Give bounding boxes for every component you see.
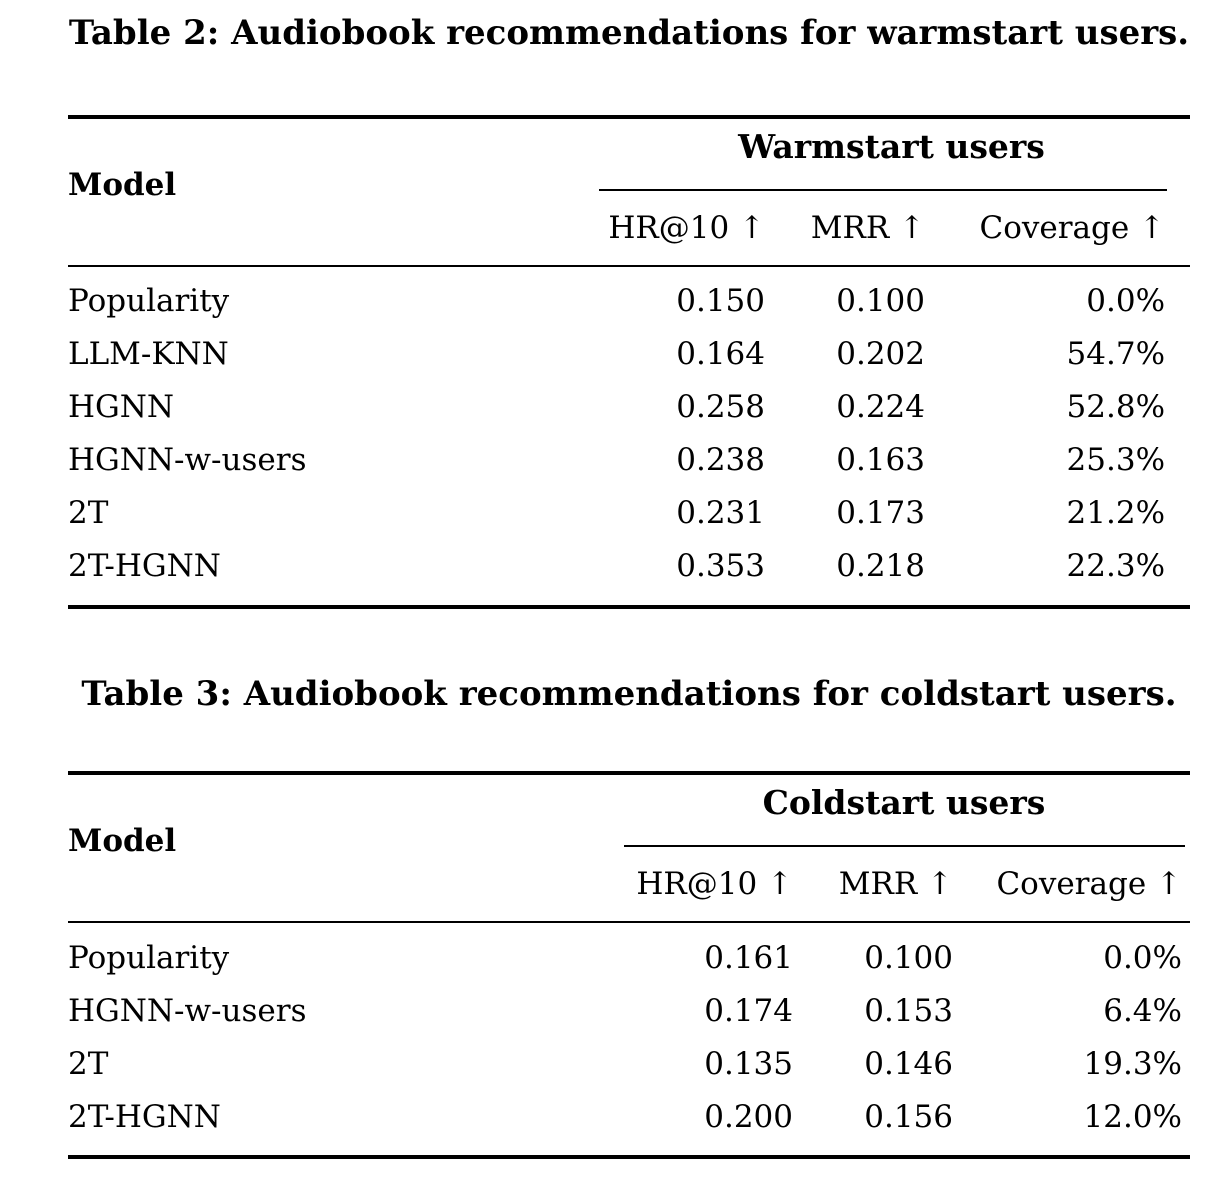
model-cell: 2T [68,1045,109,1082]
model-column-header: Model [68,823,177,859]
table-2-warmstart: Model Warmstart users HR@10 ↑ MRR ↑ Cove… [68,114,1191,609]
col-header-hr10: HR@10 ↑ [636,866,793,902]
coverage-cell: 0.0% [1103,939,1182,976]
table-row: HR@10 ↑ MRR ↑ Coverage ↑ [68,191,1191,266]
hr10-cell: 0.164 [676,336,765,372]
coverage-cell: 0.0% [1086,283,1166,319]
hr10-cell: 0.258 [676,389,765,425]
table-row: 2T-HGNN 0.353 0.218 22.3% [68,540,1190,607]
coverage-cell: 12.0% [1083,1098,1182,1135]
table-row: HGNN-w-users 0.238 0.163 25.3% [68,434,1190,487]
coverage-cell: 25.3% [1066,442,1166,478]
table-2-caption: Table 2: Audiobook recommendations for w… [68,13,1190,53]
table-3-caption: Table 3: Audiobook recommendations for c… [81,673,1177,714]
hr10-cell: 0.200 [704,1098,793,1135]
table-row: 2T-HGNN 0.200 0.156 12.0% [68,1090,1190,1157]
mrr-cell: 0.173 [836,495,925,531]
group-header-box: Coldstart users [618,775,1190,847]
coverage-cell: 19.3% [1083,1045,1182,1082]
coverage-cell: 21.2% [1066,495,1166,531]
model-cell: HGNN-w-users [68,992,307,1029]
model-cell: Popularity [68,939,230,976]
hr10-cell: 0.161 [704,939,793,976]
column-group-rule [624,845,1185,847]
col-header-mrr: MRR ↑ [838,866,953,902]
group-header-coldstart-users: Coldstart users [762,783,1046,822]
mrr-cell: 0.153 [864,992,953,1029]
model-cell: 2T-HGNN [68,548,221,584]
model-cell: Popularity [68,283,230,319]
model-cell: HGNN-w-users [68,442,307,478]
model-cell: LLM-KNN [68,336,229,372]
mrr-cell: 0.146 [864,1045,953,1082]
mrr-cell: 0.202 [836,336,925,372]
hr10-cell: 0.231 [676,495,765,531]
model-cell: 2T [68,495,109,531]
mrr-cell: 0.100 [864,939,953,976]
mrr-cell: 0.218 [836,548,925,584]
hr10-cell: 0.135 [704,1045,793,1082]
hr10-cell: 0.150 [676,283,765,319]
content-column: Table 2: Audiobook recommendations for w… [68,0,1191,1159]
table-row: HGNN 0.258 0.224 52.8% [68,381,1190,434]
mrr-cell: 0.100 [836,283,925,319]
table-row: HR@10 ↑ MRR ↑ Coverage ↑ [68,847,1190,922]
group-header-box: Warmstart users [593,119,1190,191]
coverage-cell: 52.8% [1066,389,1166,425]
model-cell: HGNN [68,389,175,425]
table-row: LLM-KNN 0.164 0.202 54.7% [68,328,1190,381]
table-3-coldstart: Model Coldstart users HR@10 ↑ MRR ↑ Cove… [68,771,1190,1159]
table-row: Popularity 0.150 0.100 0.0% [68,266,1190,328]
col-header-coverage: Coverage ↑ [979,209,1166,246]
model-cell: 2T-HGNN [68,1098,221,1135]
col-header-mrr: MRR ↑ [810,209,925,246]
hr10-cell: 0.238 [676,442,765,478]
group-header-cell: Coldstart users [618,773,1190,847]
mrr-cell: 0.156 [864,1098,953,1135]
coverage-cell: 6.4% [1103,992,1182,1029]
hr10-cell: 0.353 [676,548,765,584]
col-header-hr10: HR@10 ↑ [608,209,765,246]
coverage-cell: 54.7% [1066,336,1166,372]
group-header-warmstart-users: Warmstart users [738,126,1045,166]
column-group-rule [599,188,1168,191]
table-row: 2T 0.135 0.146 19.3% [68,1037,1190,1090]
table-row: 2T 0.231 0.173 21.2% [68,487,1190,540]
table-row: Model Warmstart users [68,117,1190,203]
table-row: Popularity 0.161 0.100 0.0% [68,922,1190,984]
mrr-cell: 0.163 [836,442,925,478]
hr10-cell: 0.174 [704,992,793,1029]
model-column-header: Model [68,166,177,203]
coverage-cell: 22.3% [1066,548,1166,584]
table-row: Model Coldstart users [68,773,1190,859]
group-header-cell: Warmstart users [593,117,1190,191]
col-header-coverage: Coverage ↑ [996,866,1182,902]
mrr-cell: 0.224 [836,389,925,425]
table-row: HGNN-w-users 0.174 0.153 6.4% [68,984,1190,1037]
